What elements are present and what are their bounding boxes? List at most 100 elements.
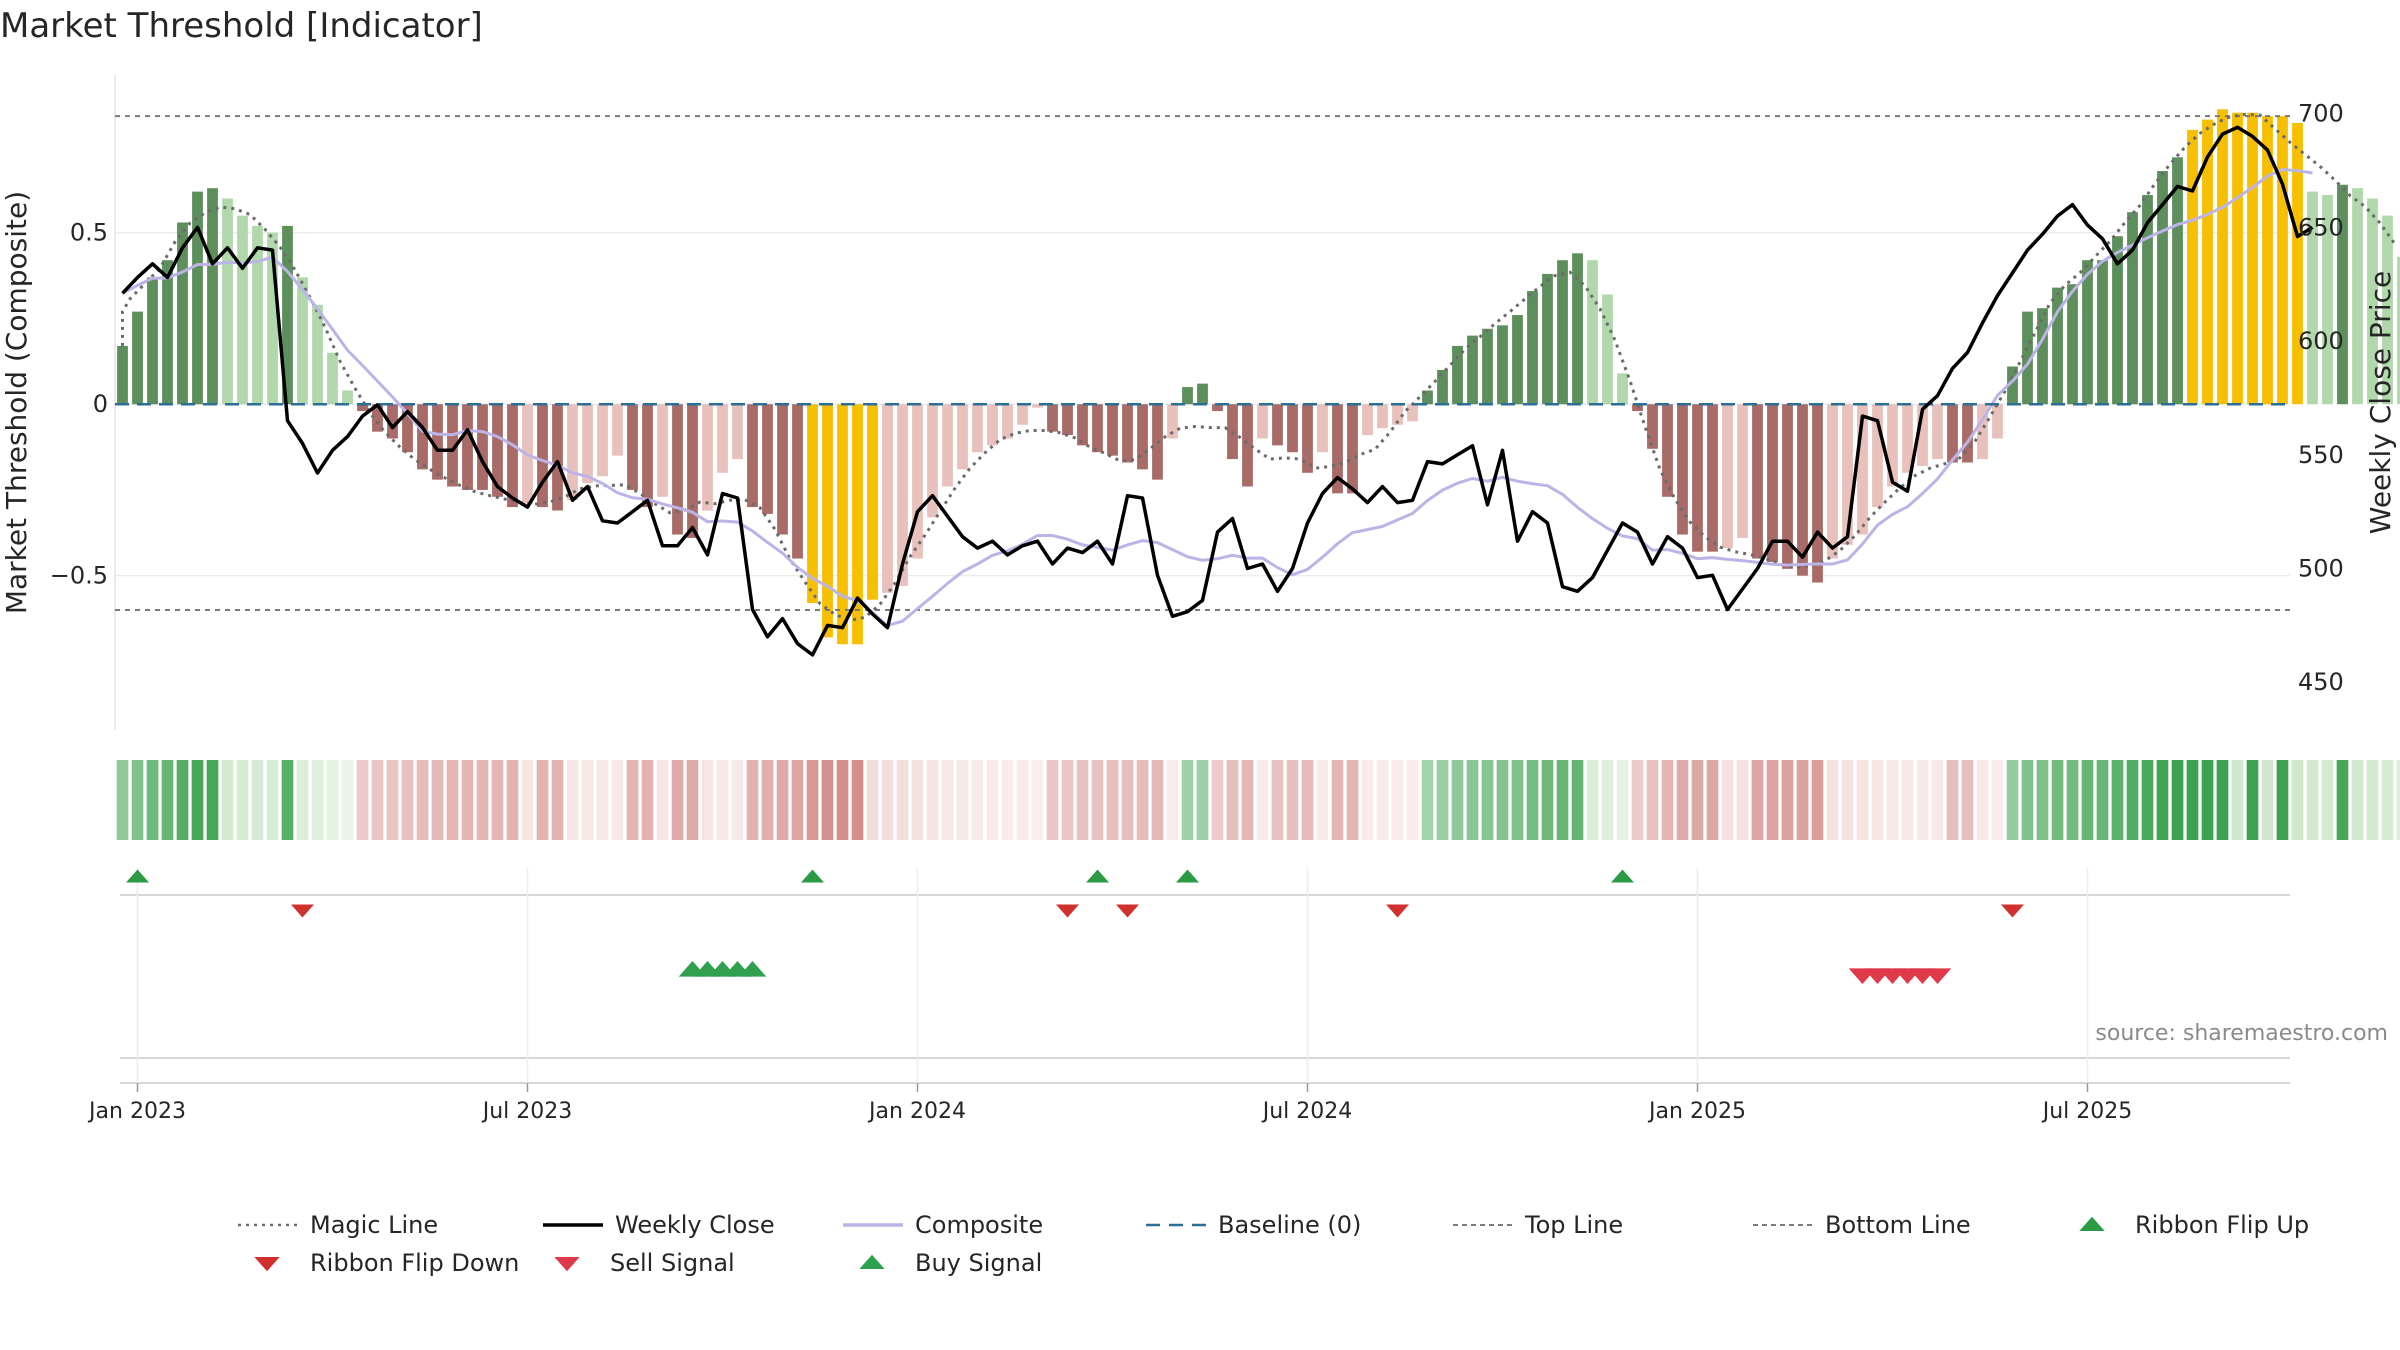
legend-label: Composite (915, 1211, 1043, 1239)
composite-bar (822, 404, 833, 638)
ribbon-cell (2276, 760, 2289, 840)
composite-bar (987, 404, 998, 446)
composite-bar (2007, 366, 2018, 405)
ribbon-cell (191, 760, 204, 840)
legend-label: Baseline (0) (1218, 1211, 1361, 1239)
ribbon-cell (356, 760, 369, 840)
ribbon-cell (911, 760, 924, 840)
ribbon-cell (506, 760, 519, 840)
ribbon-cell (656, 760, 669, 840)
ribbon-cell (1496, 760, 1509, 840)
ribbon-cell (1196, 760, 1209, 840)
composite-bar (1287, 404, 1298, 453)
ribbon-cell (1391, 760, 1404, 840)
composite-bar (1122, 404, 1133, 463)
composite-bar (1617, 373, 1628, 405)
ribbon-cell (2186, 760, 2199, 840)
composite-bar (2067, 284, 2078, 405)
ribbon-flip-up-marker (1611, 869, 1634, 883)
ribbon-cell (2336, 760, 2349, 840)
composite-bar (2037, 308, 2048, 405)
ribbon-cell (371, 760, 384, 840)
composite-bar (627, 404, 638, 490)
weekly-close-line (121, 125, 2314, 657)
ribbon-cell (1421, 760, 1434, 840)
legend-label: Ribbon Flip Down (310, 1249, 519, 1277)
composite-bar (1467, 335, 1478, 405)
ribbon-cell (1241, 760, 1254, 840)
ribbon-cell (521, 760, 534, 840)
composite-bar (1377, 404, 1388, 429)
ribbon-cell (1706, 760, 1719, 840)
ribbon-cell (1091, 760, 1104, 840)
composite-bar (477, 404, 488, 490)
composite-bar (432, 404, 443, 480)
composite-bar (1602, 294, 1613, 405)
composite-bar (702, 404, 713, 511)
ribbon-cell (2051, 760, 2064, 840)
composite-bar (777, 404, 788, 535)
composite-bar (732, 404, 743, 460)
ribbon-cell (1931, 760, 1944, 840)
ribbon-flip-up-marker (1176, 869, 1199, 883)
ribbon-cell (1721, 760, 1734, 840)
composite-bar (972, 404, 983, 453)
chart-title: Market Threshold [Indicator] (0, 6, 483, 46)
composite-bar (417, 404, 428, 470)
ribbon-cell (2321, 760, 2334, 840)
composite-bar (1047, 404, 1058, 432)
ribbon-cell (1541, 760, 1554, 840)
ribbon-cell (956, 760, 969, 840)
composite-bar (1167, 404, 1178, 439)
legend-label: Buy Signal (915, 1249, 1042, 1277)
composite-bar (1077, 404, 1088, 446)
composite-bar (312, 304, 323, 405)
ribbon-cell (1061, 760, 1074, 840)
composite-bar (1332, 404, 1343, 494)
composite-bar (642, 404, 653, 508)
ribbon-cell (821, 760, 834, 840)
composite-bar (1872, 404, 1883, 508)
composite-bar (2202, 119, 2213, 405)
composite-bar (1302, 404, 1313, 473)
composite-bar (2127, 212, 2138, 405)
composite-bars (117, 109, 2400, 645)
composite-bar (1032, 404, 1043, 408)
composite-bar (282, 225, 293, 405)
ribbon-cell (551, 760, 564, 840)
ribbon-cell (986, 760, 999, 840)
ribbon-cell (596, 760, 609, 840)
composite-bar (2322, 195, 2333, 405)
ribbon-cell (236, 760, 249, 840)
composite-bar (2382, 215, 2393, 405)
ribbon-cell (491, 760, 504, 840)
composite-bar (1092, 404, 1103, 453)
composite-bar (2142, 195, 2153, 405)
composite-bar (2352, 188, 2363, 405)
y2-tick-label: 600 (2298, 327, 2344, 355)
composite-bar (1662, 404, 1673, 497)
ribbon-cell (1376, 760, 1389, 840)
ribbon-cell (206, 760, 219, 840)
composite-bar (1452, 345, 1463, 405)
composite-line (121, 167, 2313, 628)
ribbon-cell (926, 760, 939, 840)
composite-bar (1317, 404, 1328, 453)
composite-bar (2262, 116, 2273, 405)
ribbon-cell (641, 760, 654, 840)
ribbon-cell (176, 760, 189, 840)
composite-bar (207, 188, 218, 405)
ribbon-cell (311, 760, 324, 840)
ribbon-cell (1256, 760, 1269, 840)
ribbon-cell (1046, 760, 1059, 840)
ribbon (116, 760, 2400, 840)
ribbon-cell (866, 760, 879, 840)
composite-bar (342, 390, 353, 405)
composite-bar (1347, 404, 1358, 494)
ribbon-cell (1961, 760, 1974, 840)
ribbon-cell (1676, 760, 1689, 840)
composite-bar (552, 404, 563, 511)
composite-bar (1917, 404, 1928, 466)
ribbon-cell (731, 760, 744, 840)
composite-bar (1182, 387, 1193, 405)
